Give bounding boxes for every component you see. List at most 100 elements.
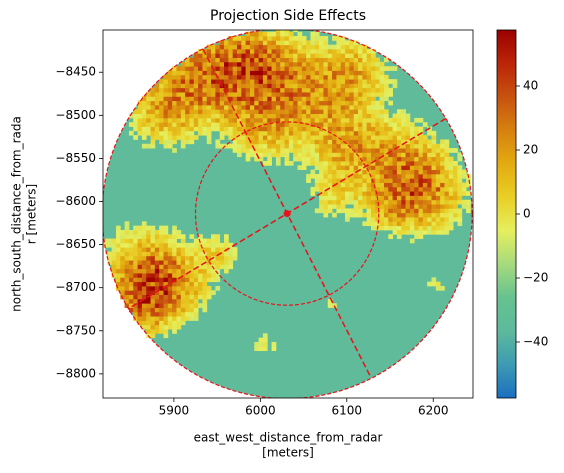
radar-cell xyxy=(146,122,151,127)
radar-cell xyxy=(206,130,212,136)
radar-cell xyxy=(293,83,298,89)
radar-cell xyxy=(288,104,294,110)
radar-cell xyxy=(163,290,169,295)
radar-cell xyxy=(172,229,177,235)
radar-cell xyxy=(435,165,441,171)
radar-cell xyxy=(146,109,151,115)
radar-cell xyxy=(120,238,126,244)
radar-cell xyxy=(193,96,199,102)
radar-cell xyxy=(189,255,195,261)
radar-cell xyxy=(150,238,156,244)
radar-cell xyxy=(349,104,355,110)
radar-cell xyxy=(254,66,260,71)
radar-cell xyxy=(336,96,342,102)
radar-cell xyxy=(189,234,195,239)
radar-cell xyxy=(375,165,381,171)
radar-cell xyxy=(379,83,385,89)
radar-cell xyxy=(422,122,428,127)
radar-cell xyxy=(362,221,368,227)
radar-cell xyxy=(245,74,251,80)
radar-cell xyxy=(375,208,381,214)
radar-cell xyxy=(249,31,255,37)
radar-cell xyxy=(314,109,320,115)
radar-cell xyxy=(366,87,372,93)
radar-cell xyxy=(172,148,177,153)
radar-cell xyxy=(128,307,134,313)
radar-cell xyxy=(163,143,169,149)
radar-cell xyxy=(284,126,290,132)
radar-cell xyxy=(249,36,255,41)
radar-cell xyxy=(306,74,311,80)
radar-cell xyxy=(202,70,208,76)
radar-cell xyxy=(206,70,212,76)
radar-cell xyxy=(323,204,329,209)
radar-cell xyxy=(198,264,203,270)
radar-cell xyxy=(293,113,298,119)
radar-cell xyxy=(262,44,268,50)
radar-cell xyxy=(254,148,260,153)
radar-cell xyxy=(128,234,134,239)
radar-cell xyxy=(189,61,195,67)
radar-cell xyxy=(336,186,342,192)
radar-cell xyxy=(332,169,337,175)
radar-cell xyxy=(159,83,164,89)
radar-cell xyxy=(358,92,363,97)
radar-cell xyxy=(176,251,182,257)
radar-cell xyxy=(431,160,437,166)
radar-cell xyxy=(293,104,298,110)
radar-cell xyxy=(375,100,381,106)
radar-cell xyxy=(271,126,277,132)
radar-cell xyxy=(249,122,255,127)
radar-cell xyxy=(211,57,216,63)
radar-cell xyxy=(137,294,143,300)
radar-cell xyxy=(189,281,195,287)
radar-cell xyxy=(336,66,342,71)
radar-cell xyxy=(163,104,169,110)
radar-cell xyxy=(427,160,432,166)
radar-cell xyxy=(401,148,406,153)
radar-cell xyxy=(167,294,173,300)
radar-cell xyxy=(366,156,372,162)
radar-cell xyxy=(159,324,164,330)
radar-cell xyxy=(224,83,229,89)
radar-cell xyxy=(124,285,130,291)
radar-cell xyxy=(388,173,394,179)
radar-cell xyxy=(444,204,450,209)
radar-cell xyxy=(198,130,203,136)
radar-cell xyxy=(396,117,402,123)
radar-cell xyxy=(418,195,424,201)
radar-cell xyxy=(150,139,156,145)
radar-cell xyxy=(405,160,411,166)
radar-cell xyxy=(232,135,238,140)
radar-cell xyxy=(280,122,285,127)
radar-cell xyxy=(293,48,298,54)
radar-cell xyxy=(198,285,203,291)
radar-cell xyxy=(133,307,138,313)
radar-cell xyxy=(249,48,255,54)
radar-cell xyxy=(392,217,398,222)
radar-cell xyxy=(193,66,199,71)
radar-cell xyxy=(327,195,333,201)
radar-cell xyxy=(219,57,225,63)
radar-cell xyxy=(457,212,463,218)
radar-cell xyxy=(353,195,359,201)
radar-cell xyxy=(141,221,147,227)
radar-cell xyxy=(310,96,316,102)
radar-cell xyxy=(241,70,247,76)
radar-cell xyxy=(388,234,394,239)
radar-cell xyxy=(198,57,203,63)
radar-cell xyxy=(124,298,130,304)
radar-cell xyxy=(133,135,138,140)
radar-cell xyxy=(323,48,329,54)
radar-cell xyxy=(306,83,311,89)
radar-cell xyxy=(440,156,445,162)
radar-cell xyxy=(275,122,281,127)
radar-cell xyxy=(401,178,406,183)
radar-cell xyxy=(379,221,385,227)
radar-cell xyxy=(288,92,294,97)
radar-cell xyxy=(254,100,260,106)
radar-cell xyxy=(349,186,355,192)
radar-cell xyxy=(314,31,320,37)
radar-cell xyxy=(154,311,160,317)
radar-cell xyxy=(241,53,247,58)
